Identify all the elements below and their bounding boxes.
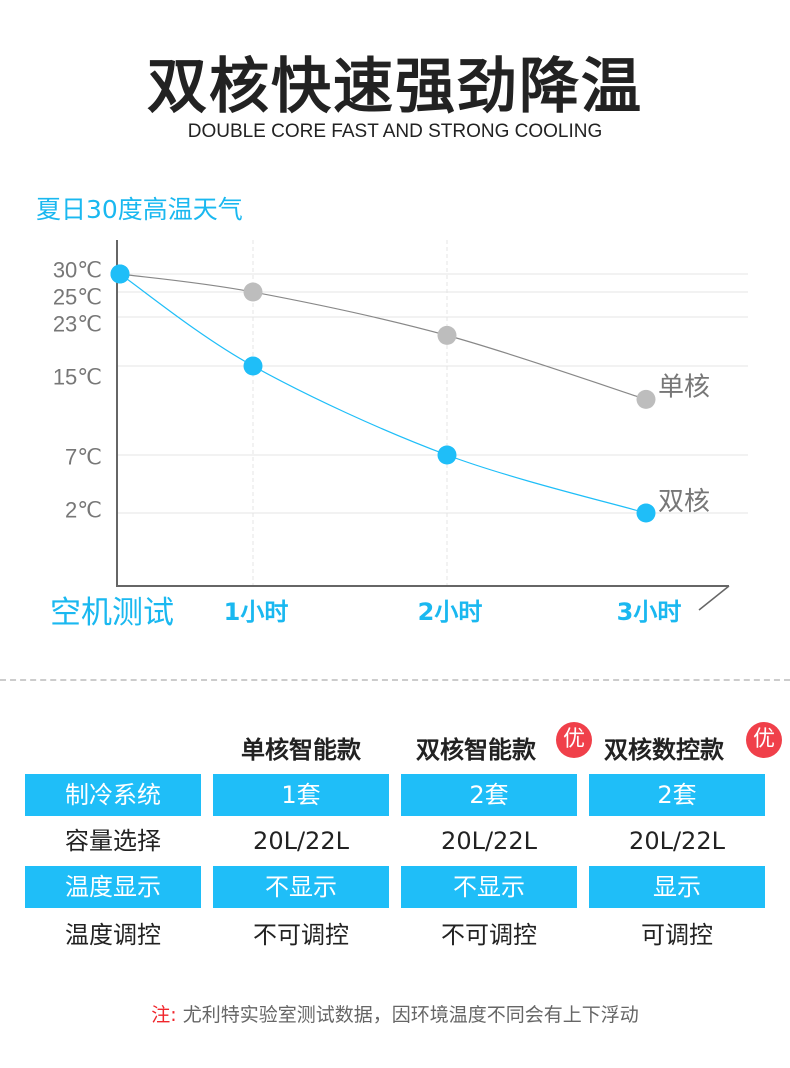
y-tick-label: 30℃	[53, 258, 102, 283]
series-line-double-core	[119, 273, 647, 514]
table-cell: 2套	[401, 774, 577, 816]
x-tick-label: 1小时	[224, 598, 289, 626]
row-label: 温度显示	[25, 866, 201, 908]
best-badge: 优	[556, 722, 592, 758]
y-tick-label: 25℃	[53, 285, 102, 310]
note-text: 尤利特实验室测试数据，因环境温度不同会有上下浮动	[176, 1004, 639, 1026]
column-header: 单核智能款	[241, 736, 361, 764]
table-cell: 显示	[589, 866, 765, 908]
column-header: 双核智能款	[416, 736, 536, 764]
data-point	[437, 445, 457, 465]
row-label: 制冷系统	[25, 774, 201, 816]
x-tick-label: 2小时	[418, 598, 483, 626]
table-cell: 不显示	[401, 866, 577, 908]
data-point	[243, 356, 263, 376]
column-header: 双核数控款	[604, 736, 724, 764]
data-point	[636, 503, 656, 523]
table-cell: 不显示	[213, 866, 389, 908]
y-tick-label: 23℃	[53, 312, 102, 337]
footnote: 注: 尤利特实验室测试数据，因环境温度不同会有上下浮动	[0, 1003, 790, 1027]
data-point	[243, 282, 263, 302]
note-prefix: 注:	[151, 1004, 177, 1026]
y-tick-label: 2℃	[65, 498, 102, 523]
data-point	[437, 325, 457, 345]
data-point	[636, 389, 656, 409]
table-cell: 20L/22L	[629, 827, 725, 855]
row-label: 温度调控	[65, 921, 161, 949]
data-point	[110, 264, 130, 284]
series-label: 单核	[658, 372, 710, 402]
best-badge: 优	[746, 722, 782, 758]
table-cell: 20L/22L	[253, 827, 349, 855]
y-tick-label: 15℃	[53, 365, 102, 390]
divider	[0, 679, 790, 681]
table-cell: 2套	[589, 774, 765, 816]
x-tick-label: 3小时	[617, 598, 682, 626]
page-title: 双核快速强劲降温	[147, 52, 643, 122]
table-cell: 可调控	[641, 921, 713, 949]
y-tick-label: 7℃	[65, 445, 102, 470]
series-label: 双核	[658, 487, 710, 517]
table-cell: 不可调控	[253, 921, 349, 949]
table-cell: 1套	[213, 774, 389, 816]
axis-break-mark	[698, 585, 730, 611]
table-cell: 不可调控	[441, 921, 537, 949]
page-subtitle: DOUBLE CORE FAST AND STRONG COOLING	[187, 121, 603, 142]
table-cell: 20L/22L	[441, 827, 537, 855]
series-line-single-core	[119, 273, 647, 400]
x-tick-label: 空机测试	[50, 595, 174, 631]
row-label: 容量选择	[65, 827, 161, 855]
chart-title: 夏日30度高温天气	[36, 195, 243, 224]
